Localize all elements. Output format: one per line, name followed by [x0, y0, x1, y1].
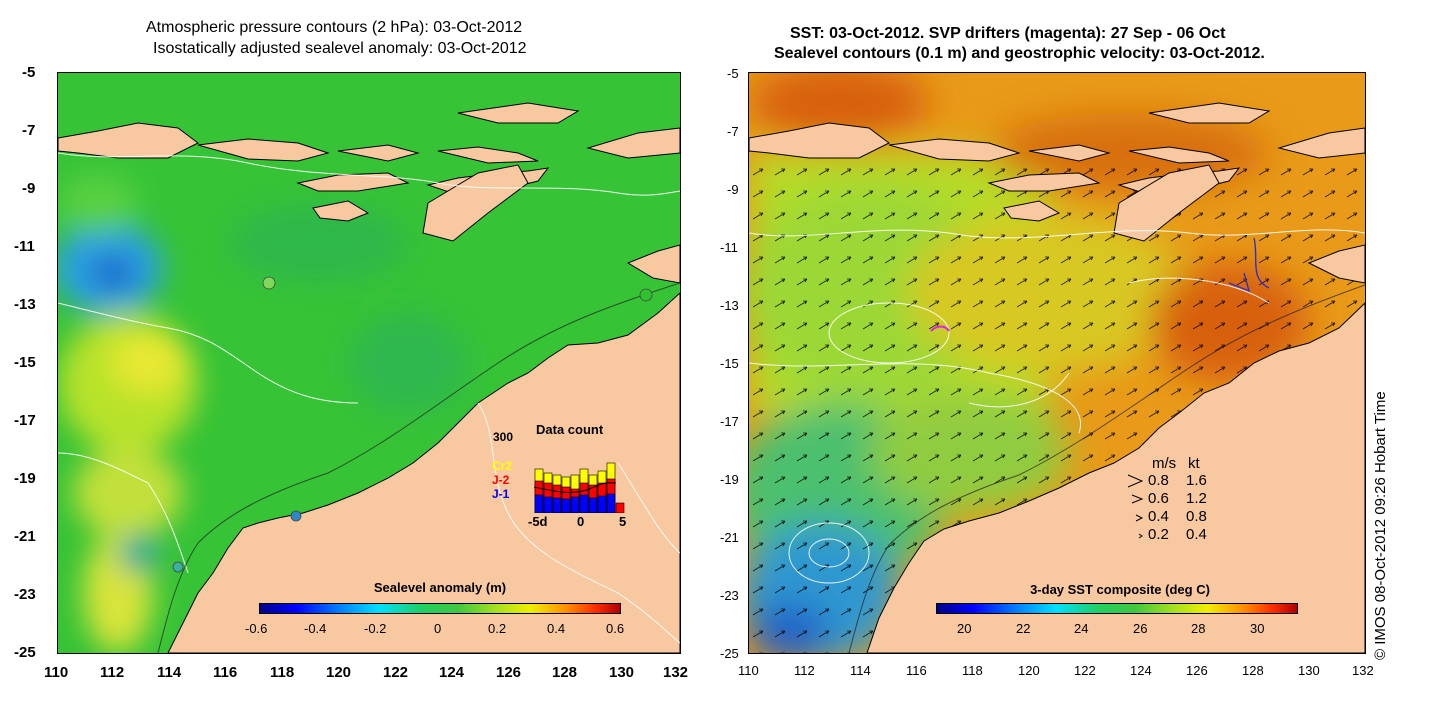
left-title-line1: Atmospheric pressure contours (2 hPa): 0…	[146, 19, 523, 36]
left-x-tick: 118	[270, 664, 295, 681]
right-title-line2: Sealevel contours (0.1 m) and geostrophi…	[774, 45, 1265, 62]
right-x-tick: 114	[850, 663, 871, 678]
left-y-tick: -15	[14, 354, 36, 371]
right-y-tick: -21	[720, 530, 739, 545]
left-y-tick: -17	[14, 412, 36, 429]
data-count-x-label: 0	[577, 514, 585, 529]
right-colorbar-tick: 28	[1191, 621, 1206, 636]
left-x-tick: 122	[383, 664, 409, 681]
right-x-tick: 128	[1242, 663, 1264, 678]
right-map	[748, 72, 1366, 654]
right-colorbar-tick: 20	[957, 621, 972, 636]
satellite-label-j1: J-1	[492, 487, 510, 501]
left-colorbar-title: Sealevel anomaly (m)	[373, 580, 507, 595]
left-x-tick: 112	[100, 664, 125, 681]
left-y-tick: -5	[22, 64, 36, 81]
data-count-x-label: -5d	[528, 514, 548, 529]
velocity-legend-kt: 1.6	[1186, 472, 1207, 489]
right-x-tick: 130	[1298, 663, 1320, 678]
data-count-bars	[534, 462, 625, 513]
left-x-tick: 126	[496, 664, 522, 681]
satellite-label-j2: J-2	[492, 473, 510, 487]
left-x-tick: 130	[609, 664, 635, 681]
right-colorbar-tick: 22	[1016, 621, 1031, 636]
left-y-tick: -9	[22, 180, 36, 197]
left-title-line2: Isostatically adjusted sealevel anomaly:…	[153, 40, 527, 57]
right-y-tick: -17	[720, 414, 739, 429]
right-y-tick: -9	[727, 182, 739, 197]
left-map	[57, 72, 681, 654]
velocity-legend-header-ms: m/s	[1152, 455, 1177, 472]
left-colorbar-tick: -0.4	[304, 621, 327, 636]
right-x-tick: 132	[1352, 663, 1374, 678]
right-y-tick: -25	[720, 646, 739, 661]
left-y-tick: -23	[14, 586, 36, 603]
australia-landmass	[866, 302, 1365, 653]
left-y-tick: -19	[14, 470, 36, 487]
right-x-tick: 110	[738, 663, 759, 678]
right-y-tick: -5	[727, 66, 739, 81]
left-y-tick: -25	[14, 644, 36, 661]
right-y-tick: -23	[720, 588, 739, 603]
left-x-tick: 132	[663, 664, 689, 681]
left-y-tick: -7	[22, 122, 36, 139]
left-y-tick: -21	[14, 528, 36, 545]
right-x-tick: 116	[906, 663, 927, 678]
velocity-legend-kt: 0.8	[1186, 508, 1207, 525]
velocity-legend-ms: 0.4	[1148, 508, 1169, 525]
right-colorbar-tick: 24	[1074, 621, 1089, 636]
right-colorbar-title: 3-day SST composite (deg C)	[1030, 582, 1210, 597]
left-y-tick: -11	[14, 238, 35, 255]
right-y-tick: -19	[720, 472, 739, 487]
velocity-arrow-icon	[1127, 474, 1144, 539]
right-y-tick: -11	[720, 240, 738, 255]
right-colorbar-tick: 30	[1250, 621, 1265, 636]
right-y-tick: -7	[727, 124, 739, 139]
velocity-legend: m/s kt 0.8 1.6 0.6 1.2 0.4 0.8 0.2 0.4	[1126, 455, 1236, 545]
left-x-tick: 110	[44, 664, 69, 681]
left-y-tick: -13	[14, 296, 36, 313]
velocity-legend-ms: 0.6	[1148, 490, 1169, 507]
velocity-legend-ms: 0.8	[1148, 472, 1169, 489]
right-x-tick: 122	[1074, 663, 1096, 678]
right-x-tick: 124	[1130, 663, 1152, 678]
left-x-tick: 124	[439, 664, 465, 681]
data-count-max-label: 300	[493, 430, 514, 444]
left-colorbar-tick: -0.6	[245, 621, 268, 636]
velocity-legend-header-kt: kt	[1188, 455, 1200, 472]
satellite-label-cr2: Cr2	[492, 459, 513, 473]
sst-map	[749, 73, 1365, 653]
velocity-legend-ms: 0.2	[1148, 526, 1169, 543]
right-x-tick: 126	[1186, 663, 1208, 678]
left-x-tick: 116	[213, 664, 238, 681]
right-x-tick: 112	[794, 663, 815, 678]
right-colorbar	[936, 603, 1298, 614]
left-x-tick: 120	[326, 664, 352, 681]
sealevel-anomaly-map	[58, 73, 680, 653]
left-colorbar-tick: 0.6	[606, 621, 625, 636]
imos-credit: © IMOS 08-Oct-2012 09:26 Hobart Time	[1372, 391, 1389, 660]
data-count-inset: Data count 300 Cr2 J-2 J-1 -5d 0 5	[490, 422, 630, 532]
data-count-title: Data count	[536, 422, 604, 437]
left-x-tick: 128	[552, 664, 578, 681]
left-colorbar	[259, 603, 621, 614]
right-y-tick: -13	[720, 298, 739, 313]
velocity-legend-kt: 1.2	[1186, 490, 1207, 507]
left-colorbar-tick: -0.2	[364, 621, 387, 636]
right-x-tick: 120	[1018, 663, 1040, 678]
right-colorbar-tick: 26	[1133, 621, 1148, 636]
right-y-tick: -15	[720, 356, 739, 371]
australia-landmass	[167, 292, 680, 653]
left-colorbar-tick: 0	[434, 621, 442, 636]
data-count-x-label: 5	[619, 514, 627, 529]
left-colorbar-tick: 0.4	[547, 621, 566, 636]
velocity-legend-kt: 0.4	[1186, 526, 1207, 543]
left-colorbar-tick: 0.2	[488, 621, 507, 636]
right-title-line1: SST: 03-Oct-2012. SVP drifters (magenta)…	[790, 25, 1226, 42]
left-x-tick: 114	[157, 664, 182, 681]
right-x-tick: 118	[962, 663, 983, 678]
